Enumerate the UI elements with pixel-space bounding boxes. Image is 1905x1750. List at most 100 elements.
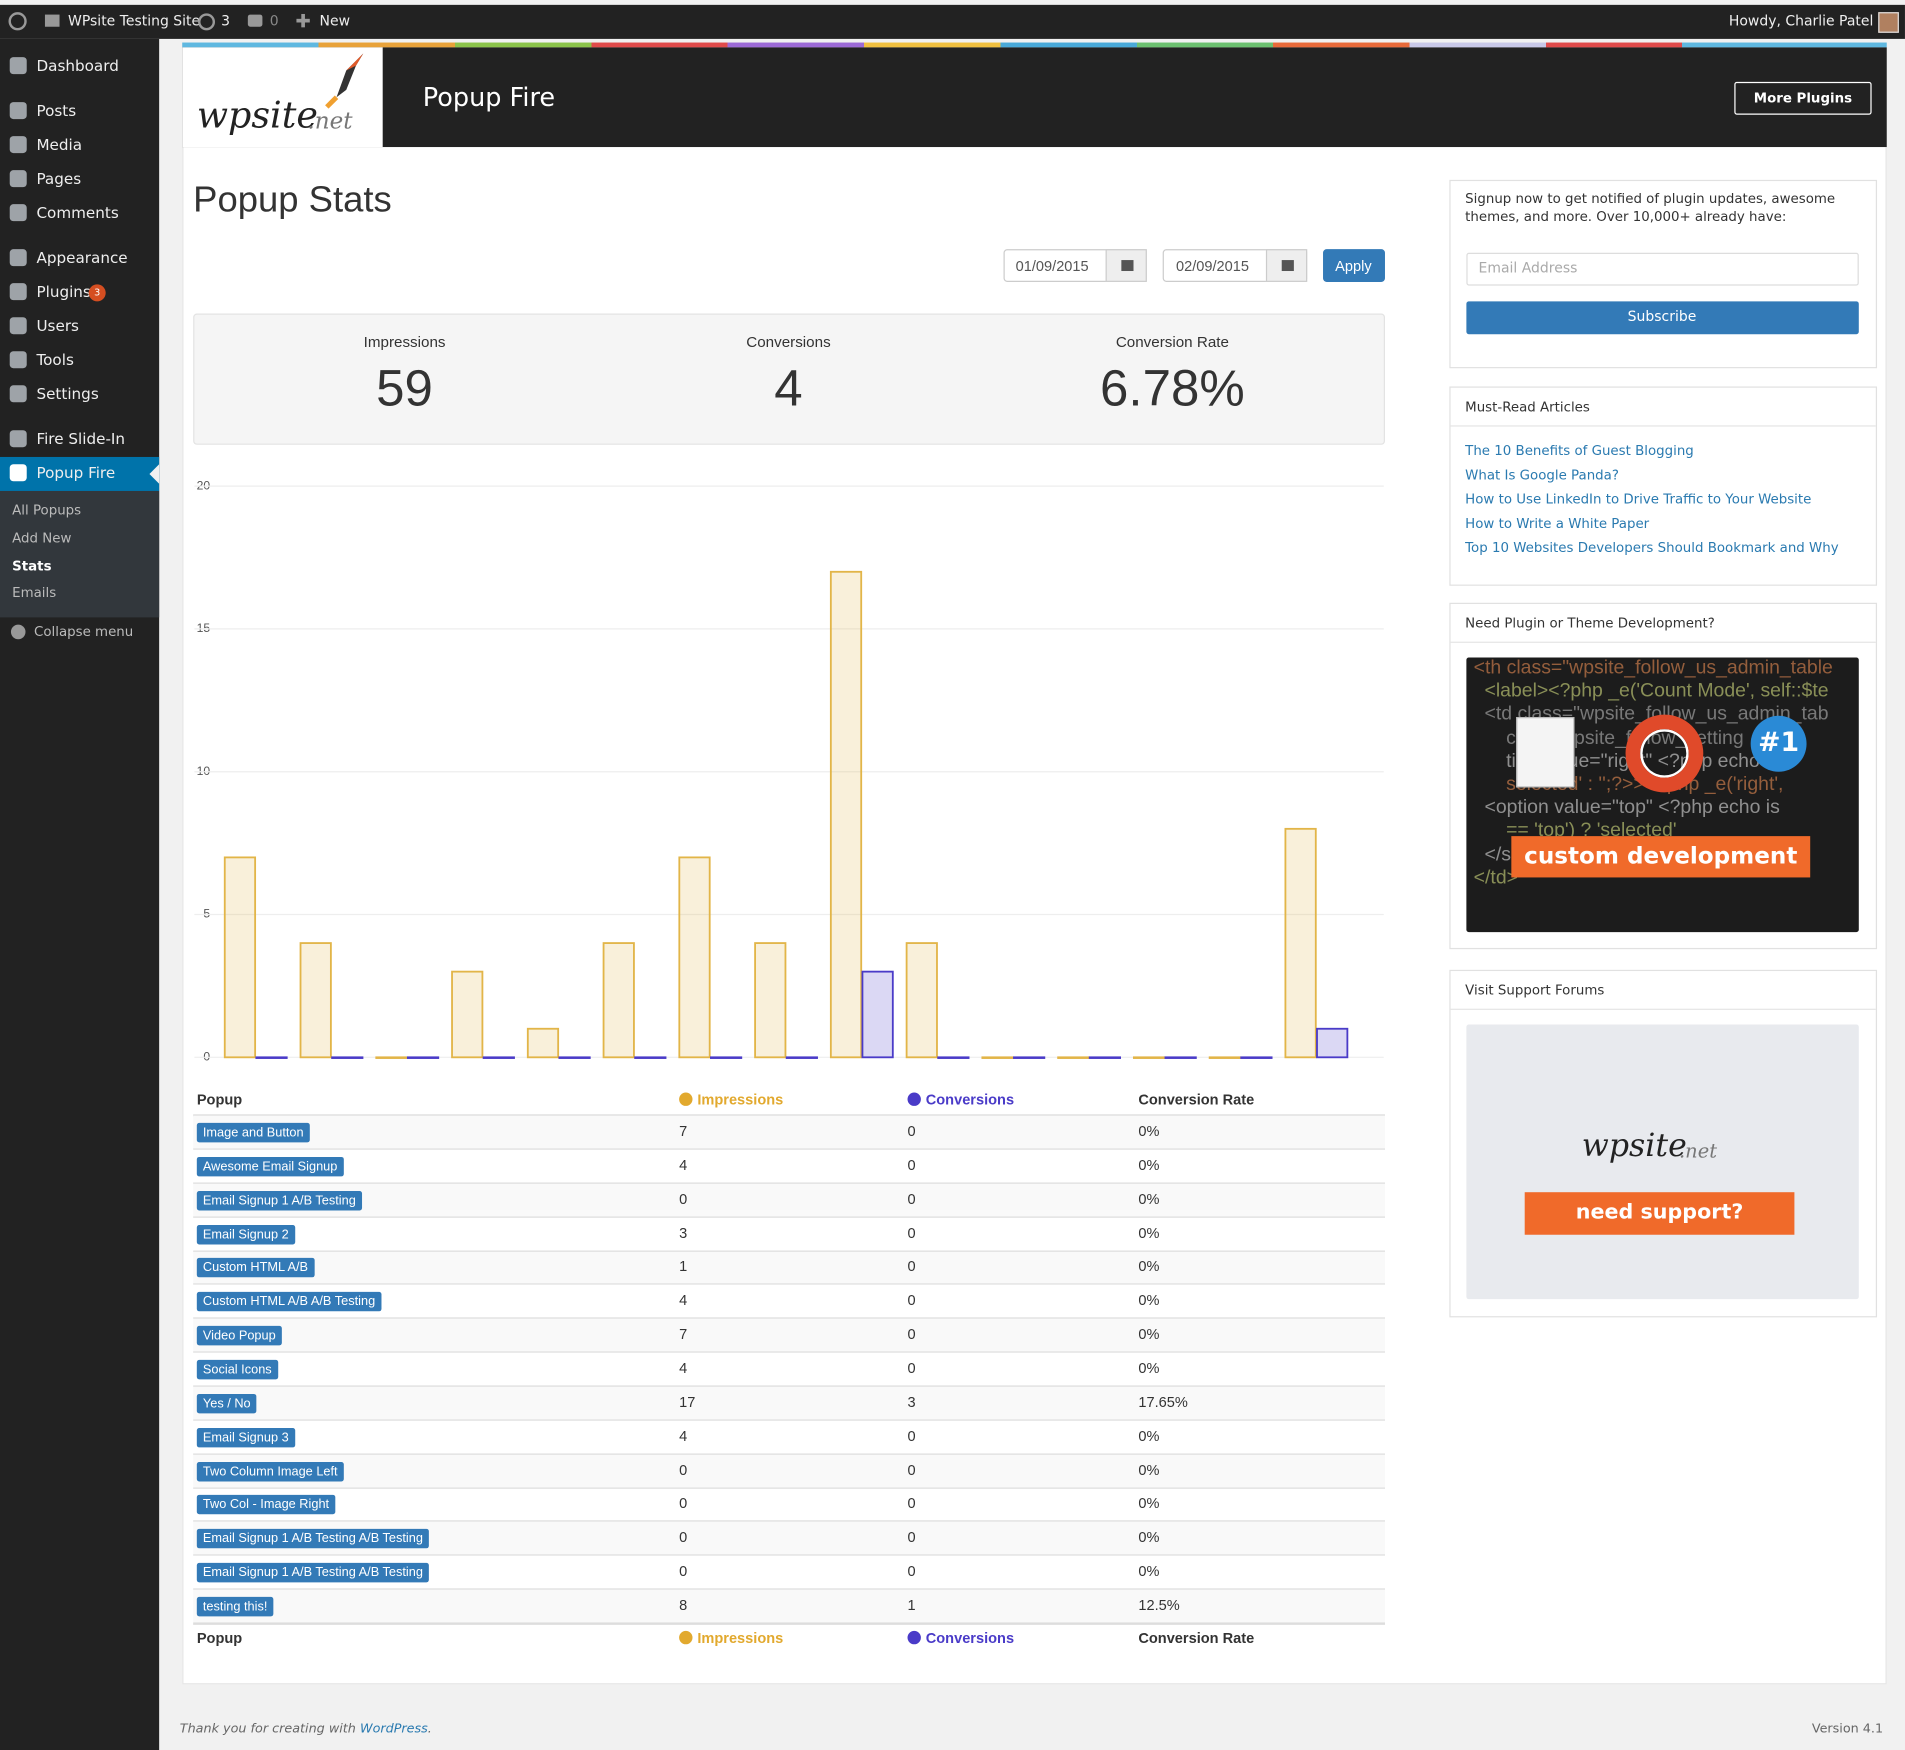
menu-icon [9,136,27,154]
popup-name[interactable]: Yes / No [196,1393,257,1414]
article-link[interactable]: How to Write a White Paper [1465,515,1650,532]
wp-logo[interactable] [8,12,27,31]
popup-name[interactable]: Image and Button [196,1122,310,1143]
plugins-badge: 3 [88,284,106,302]
menu-item[interactable]: Popup Fire [36,463,116,482]
table-cell: 17.65% [1138,1393,1188,1411]
submenu-item[interactable]: All Popups [12,502,82,519]
plugin-header [182,47,1887,148]
impressions-icon [679,1092,693,1106]
table-cell: 0 [907,1562,916,1580]
dev-banner [1511,836,1811,878]
support-button[interactable] [1524,1192,1795,1235]
table-cell: 0% [1138,1291,1160,1310]
dev-banner-text: custom development [1524,842,1798,870]
popup-name[interactable]: Awesome Email Signup [196,1156,344,1177]
popup-name[interactable]: Custom HTML A/B A/B Testing [196,1292,382,1312]
table-cell: 0% [1138,1359,1160,1377]
menu-item[interactable]: Appearance [36,248,128,267]
menu-item[interactable]: Tools [36,350,74,369]
menu-item[interactable]: Users [36,316,79,335]
summary-label: Impressions [363,333,446,351]
date-from: 01/09/2015 [1015,257,1089,275]
table-footer: Conversions [925,1629,1015,1647]
bar [785,1056,818,1059]
support-button-text: need support? [1575,1200,1744,1225]
popup-name[interactable]: Custom HTML A/B [196,1258,315,1278]
table-row [193,1317,1385,1352]
table-cell: 1 [907,1596,916,1614]
submenu-item[interactable]: Emails [12,585,57,601]
submenu-item[interactable]: Add New [12,530,72,547]
more-plugins-button[interactable]: More Plugins [1734,81,1872,115]
bar [482,1056,515,1059]
dev-image[interactable]: <th class="wpsite_follow_us_admin_table … [1466,657,1859,933]
admin-bar [0,4,1905,39]
logo-text: wpsite [196,94,318,138]
calendar-button[interactable] [1105,249,1147,282]
updates-count[interactable]: 3 [221,12,231,30]
bar [981,1056,1014,1059]
menu-item[interactable]: Comments [36,203,119,222]
bar [602,942,635,1059]
table-cell: 0% [1138,1528,1160,1547]
bar [1284,827,1317,1059]
popup-name[interactable]: testing this! [196,1596,274,1617]
article-link[interactable]: What Is Google Panda? [1465,467,1619,483]
comments-count[interactable]: 0 [269,12,279,30]
table-cell: 17 [679,1393,696,1411]
support-image[interactable] [1466,1024,1859,1300]
menu-item[interactable]: Dashboard [36,56,119,75]
article-link[interactable]: The 10 Benefits of Guest Blogging [1465,442,1694,459]
bar [558,1056,591,1059]
summary-label: Conversion Rate [1115,333,1229,351]
table-cell: 0% [1138,1190,1160,1208]
table-cell: 7 [679,1325,688,1343]
popup-name[interactable]: Email Signup 2 [196,1224,295,1244]
table-cell: 0 [907,1122,916,1140]
bar [634,1056,667,1059]
popup-name[interactable]: Email Signup 3 [196,1427,295,1448]
apply-button[interactable] [1323,249,1385,282]
menu-item[interactable]: Posts [36,101,77,120]
menu-item[interactable]: Plugins [36,282,91,301]
new-link[interactable]: New [319,12,351,30]
bar [1088,1056,1122,1059]
bar [1132,1056,1166,1059]
popup-name[interactable]: Email Signup 1 A/B Testing A/B Testing [196,1563,430,1583]
menu-item[interactable]: Pages [36,169,82,188]
popup-name[interactable]: Two Col - Image Right [196,1495,336,1515]
calendar-button[interactable] [1265,249,1308,282]
menu-item[interactable]: Media [36,135,83,154]
widget-header [1450,604,1876,643]
bar [709,1056,743,1059]
collapse-menu[interactable]: Collapse menu [34,623,134,640]
menu-item[interactable]: Settings [36,384,99,403]
summary-box [193,313,1385,445]
email-input[interactable] [1466,252,1859,286]
popup-name[interactable]: Social Icons [196,1359,278,1380]
site-name[interactable]: WPsite Testing Site [68,12,201,30]
submenu-item[interactable]: Stats [12,558,52,575]
code-line: <th class="wpsite_follow_us_admin_table [1473,657,1833,679]
popup-name[interactable]: Email Signup 1 A/B Testing [196,1190,362,1211]
popup-name[interactable]: Email Signup 1 A/B Testing A/B Testing [196,1529,430,1549]
menu-item[interactable]: Fire Slide-In [36,429,126,448]
article-link[interactable]: How to Use LinkedIn to Drive Traffic to … [1465,491,1812,508]
bar [375,1056,408,1059]
footer-link[interactable]: WordPress [359,1721,428,1737]
y-tick-label: 5 [203,907,210,921]
table-cell: 3 [907,1393,916,1411]
widget-box [1449,386,1878,586]
article-link[interactable]: Top 10 Websites Developers Should Bookma… [1465,540,1839,556]
table-cell: 8 [679,1596,688,1614]
bar [861,970,894,1059]
subscribe-button[interactable] [1466,301,1859,335]
table-cell: 4 [679,1427,688,1445]
greeting[interactable]: Howdy, Charlie Patel [1728,12,1874,30]
bar [526,1027,560,1059]
table-cell: 0 [679,1495,688,1513]
popup-name[interactable]: Two Column Image Left [196,1461,344,1481]
popup-name[interactable]: Video Popup [196,1326,282,1346]
table-cell: 0 [907,1427,916,1445]
